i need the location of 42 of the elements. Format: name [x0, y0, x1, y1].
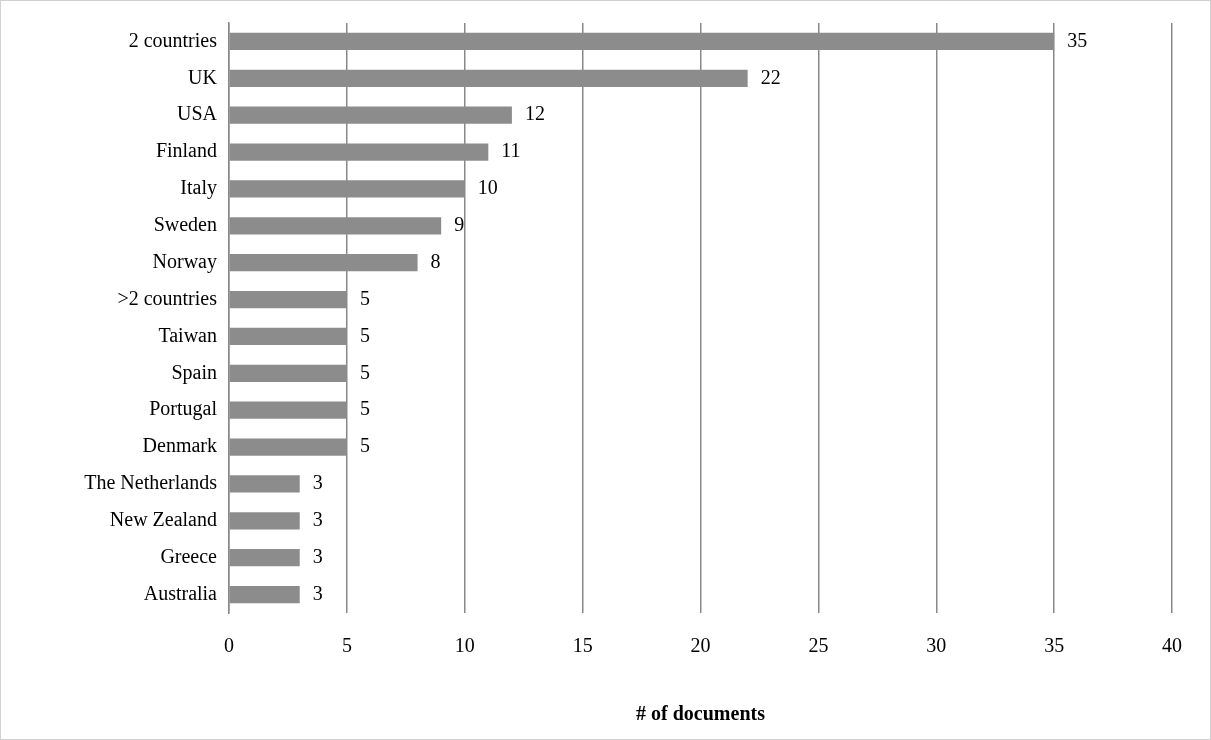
data-label: 12	[524, 102, 545, 125]
x-tick-label: 35	[1044, 634, 1065, 657]
x-tick-label: 25	[808, 634, 829, 657]
y-tick-label: Finland	[155, 139, 217, 162]
y-tick-label: Greece	[160, 544, 218, 567]
x-tick-label: 20	[690, 634, 711, 657]
y-tick-label: Spain	[171, 360, 217, 384]
data-label: 11	[501, 139, 521, 162]
y-tick-label: New Zealand	[109, 508, 217, 531]
y-tick-label: Australia	[143, 581, 218, 604]
x-tick-label: 15	[572, 634, 593, 657]
data-label: 35	[1067, 28, 1088, 51]
data-label: 5	[359, 360, 370, 383]
x-tick-label: 10	[454, 634, 475, 657]
y-tick-label: Taiwan	[158, 323, 217, 346]
y-tick-label: UK	[188, 65, 218, 88]
y-tick-label: Norway	[152, 249, 217, 273]
y-tick-label: 2 countries	[128, 28, 218, 51]
data-label: 5	[359, 397, 370, 420]
x-tick-label: 5	[341, 634, 352, 657]
data-label: 5	[359, 323, 370, 346]
y-tick-label: Italy	[180, 176, 217, 200]
y-tick-label: Portugal	[149, 397, 218, 421]
x-tick-label: 0	[224, 634, 234, 657]
data-label: 3	[312, 544, 323, 567]
data-label: 9	[454, 213, 465, 236]
data-label: 22	[760, 65, 781, 88]
y-tick-label: Denmark	[142, 434, 217, 457]
y-tick-label: Sweden	[153, 213, 217, 236]
x-tick-label: 30	[926, 634, 947, 657]
data-label: 10	[477, 176, 498, 199]
data-label: 3	[312, 581, 323, 604]
data-label: 3	[312, 471, 323, 494]
y-tick-label: USA	[176, 102, 218, 125]
x-tick-label: 40	[1162, 634, 1182, 657]
y-tick-label: >2 countries	[117, 286, 218, 309]
data-label: 5	[359, 286, 370, 309]
data-label: 3	[312, 508, 323, 531]
data-label: 5	[359, 434, 370, 457]
y-tick-label: The Netherlands	[84, 471, 218, 494]
data-label: 8	[430, 249, 441, 272]
x-axis-title: # of documents	[636, 702, 766, 725]
